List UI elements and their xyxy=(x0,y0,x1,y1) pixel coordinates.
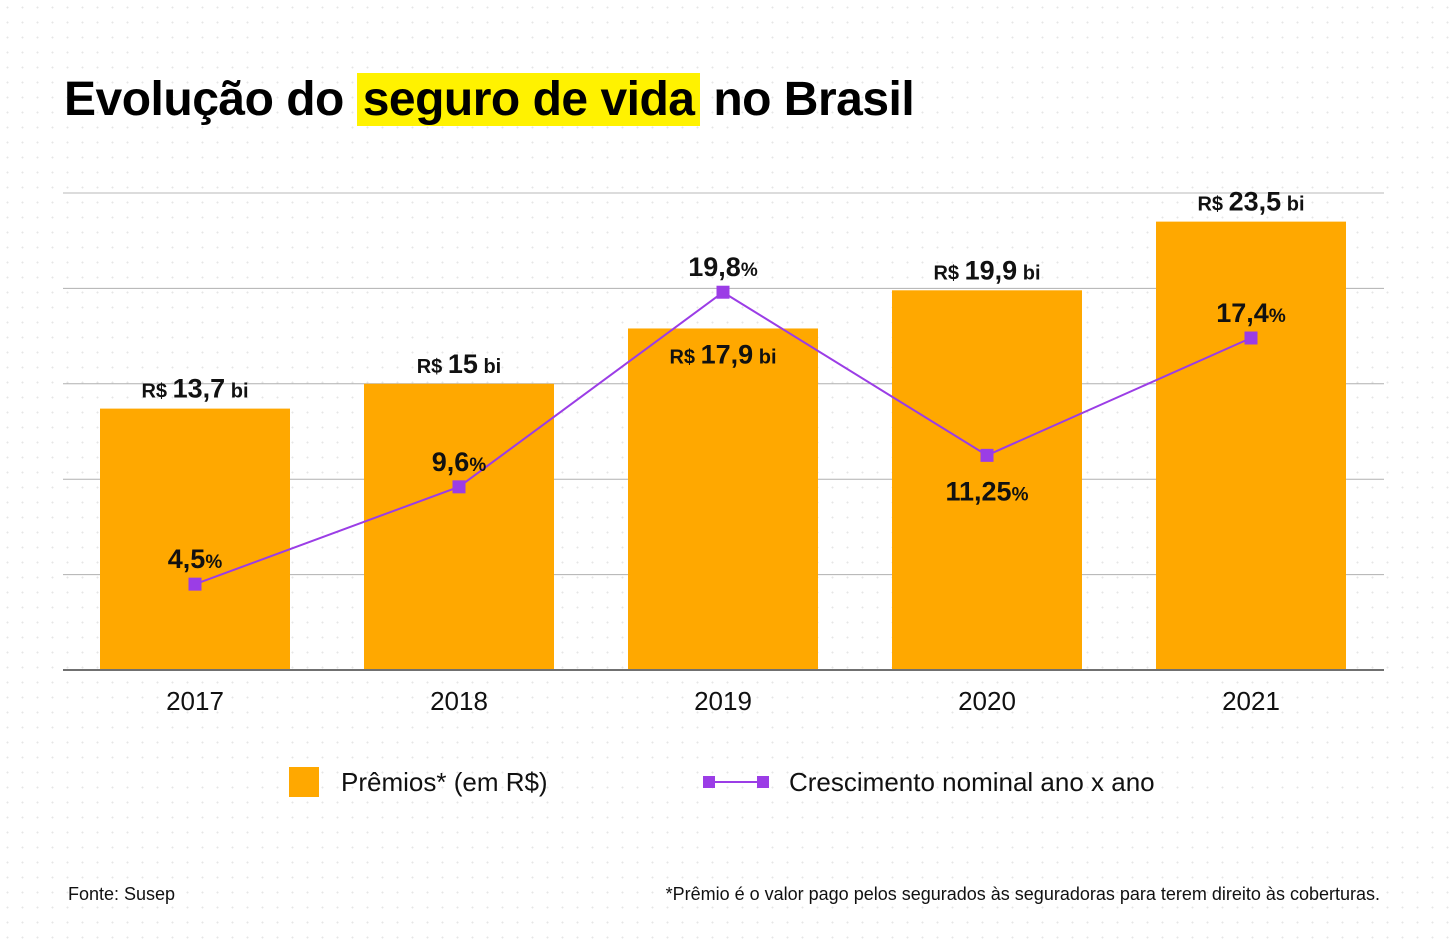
bar-value-labels: R$ 13,7 biR$ 15 bi R$ 17,9 biR$ 19,9 biR$… xyxy=(141,187,1304,404)
bar-label-suffix: bi xyxy=(478,356,501,378)
x-tick-label: 2020 xyxy=(958,686,1016,716)
footer-source: Fonte: Susep xyxy=(68,884,176,904)
bar-value-label: R$ 17,9 bi xyxy=(669,339,776,369)
bar-label-suffix: bi xyxy=(1017,262,1040,284)
bar-value-label: R$ 15 bi xyxy=(417,349,502,379)
line-marker-2019 xyxy=(716,285,730,299)
title-highlight: seguro de vida xyxy=(356,73,701,126)
bar-2018 xyxy=(364,383,554,670)
bar-value-label: R$ 19,9 bi xyxy=(933,255,1040,285)
line-marker-2017 xyxy=(188,577,202,591)
line-label-value: 11,25 xyxy=(946,476,1012,506)
line-value-label: 11,25% xyxy=(946,476,1029,506)
line-label-value: 9,6 xyxy=(432,447,470,477)
line-label-value: 17,4 xyxy=(1216,298,1269,328)
line-marker-2020 xyxy=(980,448,994,462)
bar-label-suffix: bi xyxy=(225,381,248,403)
legend-label-crescimento: Crescimento nominal ano x ano xyxy=(789,766,1155,797)
legend-label-premios: Prêmios* (em R$) xyxy=(341,766,548,797)
line-label-value: 19,8 xyxy=(688,252,741,282)
bar-label-value: 13,7 xyxy=(173,374,226,404)
x-tick-label: 2017 xyxy=(166,686,224,716)
line-value-label: 9,6% xyxy=(432,447,487,477)
bar-value-label: R$ 13,7 bi xyxy=(141,374,248,404)
bar-label-prefix: R$ xyxy=(417,356,448,378)
legend-line-swatch xyxy=(703,775,769,789)
bar-2017 xyxy=(100,408,290,670)
line-marker-2021 xyxy=(1244,331,1258,345)
chart-title: Evolução do seguro de vida no Brasil xyxy=(64,70,915,130)
title-after: no Brasil xyxy=(713,73,915,126)
line-label-suffix: % xyxy=(205,552,222,573)
bar-2020 xyxy=(892,290,1082,670)
bar-label-prefix: R$ xyxy=(141,381,172,403)
bar-label-value: 15 xyxy=(448,349,478,379)
line-label-suffix: % xyxy=(469,455,486,476)
bar-2019 xyxy=(628,328,818,670)
title-before: Evolução do xyxy=(64,73,344,126)
bar-label-value: 19,9 xyxy=(965,255,1018,285)
line-value-label: 17,4% xyxy=(1216,298,1286,328)
bar-value-label: R$ 23,5 bi xyxy=(1197,187,1304,217)
legend: Prêmios* (em R$) Crescimento nominal ano… xyxy=(0,762,1451,802)
line-value-label: 19,8% xyxy=(688,252,758,282)
x-tick-label: 2021 xyxy=(1222,686,1280,716)
line-label-value: 4,5 xyxy=(168,544,206,574)
bar-label-suffix: bi xyxy=(753,346,776,368)
line-value-labels: 4,5%9,6%19,8%11,25%17,4% xyxy=(168,252,1286,574)
x-tick-label: 2018 xyxy=(430,686,488,716)
bar-2021 xyxy=(1156,221,1346,670)
growth-line-series xyxy=(188,285,1258,591)
legend-item-crescimento: Crescimento nominal ano x ano xyxy=(703,762,1155,802)
x-tick-label: 2019 xyxy=(694,686,752,716)
bar-label-value: 23,5 xyxy=(1229,187,1282,217)
bar-label-prefix: R$ xyxy=(669,346,700,368)
line-marker-2018 xyxy=(452,480,466,494)
line-label-suffix: % xyxy=(1012,484,1029,505)
line-value-label: 4,5% xyxy=(168,544,223,574)
legend-item-premios: Prêmios* (em R$) xyxy=(289,762,548,802)
line-label-suffix: % xyxy=(1269,306,1286,327)
line-label-suffix: % xyxy=(741,260,758,281)
bar-label-value: 17,9 xyxy=(701,339,754,369)
footer-note: *Prêmio é o valor pago pelos segurados à… xyxy=(665,884,1380,904)
x-tick-labels: 2017 2018 2019 2020 2021 xyxy=(166,686,1280,716)
legend-bar-swatch xyxy=(289,767,319,797)
bars xyxy=(100,221,1346,670)
bar-label-suffix: bi xyxy=(1281,194,1304,216)
bar-label-prefix: R$ xyxy=(1197,194,1228,216)
bar-label-prefix: R$ xyxy=(933,262,964,284)
